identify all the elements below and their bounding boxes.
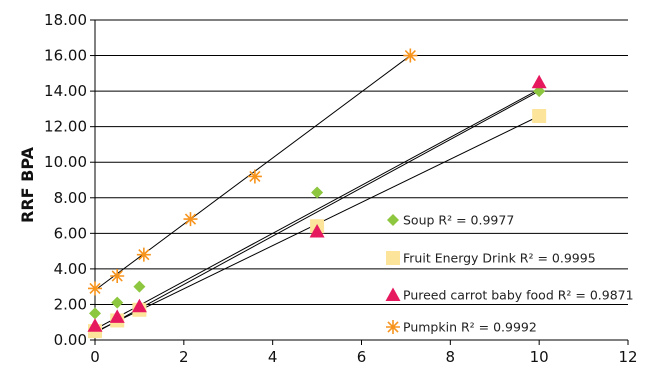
data-point-triangle [131,298,147,313]
legend: Soup R² = 0.9977 Fruit Energy Drink R² = … [385,213,634,335]
data-point-diamond [89,307,101,320]
x-tick-label: 4 [268,348,278,366]
y-tick-label: 8.00 [54,189,87,207]
y-tick-label: 6.00 [54,224,87,242]
data-point-triangle [87,318,103,332]
data-point-diamond [133,280,146,293]
data-point-triangle [531,74,547,89]
trendline [94,88,540,330]
y-axis-label: RRF BPA [18,146,37,223]
grid [95,19,628,341]
y-tick-label: 12.00 [44,118,87,136]
data-points [87,48,547,339]
trendline [94,90,540,334]
x-tick-label: 8 [446,348,456,366]
data-point-triangle [109,309,125,323]
y-tick-label: 14.00 [44,82,87,100]
legend-marker [385,287,401,301]
legend-label: Soup R² = 0.9977 [403,213,514,228]
y-tick-label: 16.00 [44,47,87,65]
y-tick-label: 18.00 [44,11,87,29]
y-tick-label: 10.00 [44,153,87,171]
data-point-star [183,212,198,227]
x-tick-label: 12 [618,348,637,366]
x-tick-label: 2 [179,348,189,366]
legend-marker [387,214,399,226]
data-point-square [532,109,547,123]
data-point-star [110,269,125,283]
y-tick-label: 0.00 [54,331,87,349]
data-point-star [403,48,418,63]
tick-labels: 0.00 2.00 4.00 6.00 8.00 10.00 12.00 14.00 16.00… [44,11,638,366]
data-point-diamond [311,186,324,199]
x-tick-label: 10 [530,348,549,366]
legend-label: Pureed carrot baby food R² = 0.9871 [403,288,634,303]
legend-marker [386,320,400,334]
x-tick-label: 6 [357,348,367,366]
data-point-diamond [111,296,124,309]
data-point-star [88,281,102,296]
data-point-star [247,169,262,184]
x-tick-label: 0 [90,348,100,366]
legend-label: Pumpkin R² = 0.9992 [403,320,537,335]
axes [90,19,629,345]
data-point-star [136,247,151,262]
data-point-triangle [309,224,325,238]
y-tick-label: 4.00 [54,260,87,278]
legend-label: Fruit Energy Drink R² = 0.9995 [403,251,596,266]
y-tick-label: 2.00 [54,295,87,313]
legend-marker [386,251,400,265]
